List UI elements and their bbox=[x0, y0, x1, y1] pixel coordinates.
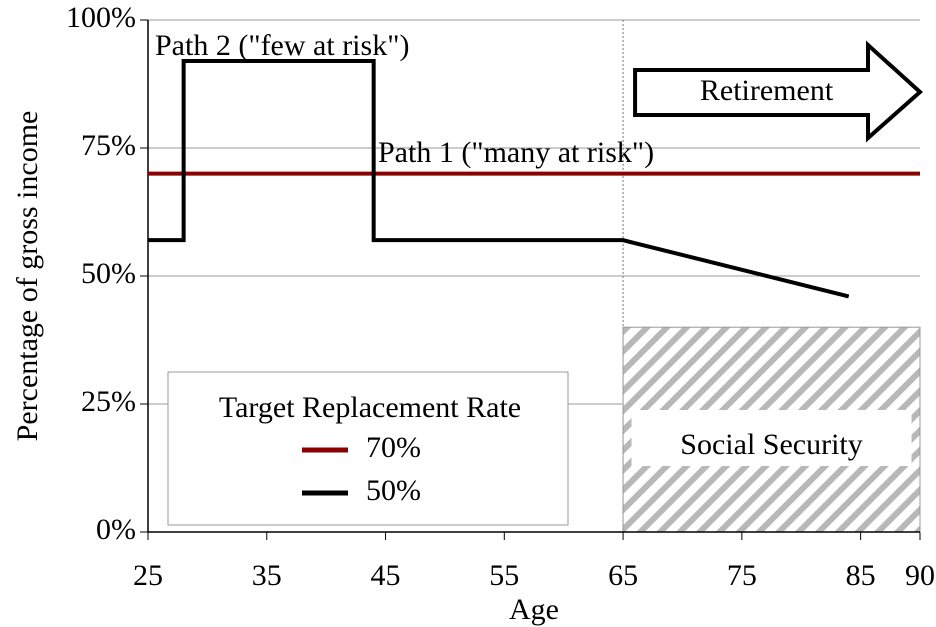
region-label-bg bbox=[631, 410, 912, 466]
x-tick-label: 90 bbox=[905, 559, 935, 592]
retirement-arrow bbox=[633, 40, 924, 143]
legend-label: 70% bbox=[366, 431, 421, 464]
y-tick-label: 25% bbox=[81, 385, 136, 418]
x-tick-label: 75 bbox=[727, 559, 757, 592]
x-tick-label: 65 bbox=[608, 559, 638, 592]
legend-title: Target Replacement Rate bbox=[219, 391, 521, 424]
y-tick-label: 0% bbox=[96, 513, 136, 546]
y-tick-label: 75% bbox=[81, 129, 136, 162]
y-axis-label: Percentage of gross income bbox=[11, 111, 44, 442]
region-label: Social Security bbox=[680, 428, 862, 461]
legend-label: 50% bbox=[366, 474, 421, 507]
x-tick-label: 55 bbox=[489, 559, 519, 592]
x-tick-label: 85 bbox=[846, 559, 876, 592]
y-tick-label: 100% bbox=[66, 1, 136, 34]
path2-label: Path 2 ("few at risk") bbox=[155, 29, 409, 62]
legend-box bbox=[167, 371, 569, 526]
x-tick-label: 25 bbox=[133, 559, 163, 592]
retirement-label: Retirement bbox=[700, 74, 834, 107]
path1-label: Path 1 ("many at risk") bbox=[378, 136, 654, 169]
series-line bbox=[148, 58, 850, 299]
x-tick-label: 35 bbox=[252, 559, 282, 592]
y-tick-label: 50% bbox=[81, 257, 136, 290]
x-axis-label: Age bbox=[509, 593, 559, 626]
x-tick-label: 45 bbox=[371, 559, 401, 592]
